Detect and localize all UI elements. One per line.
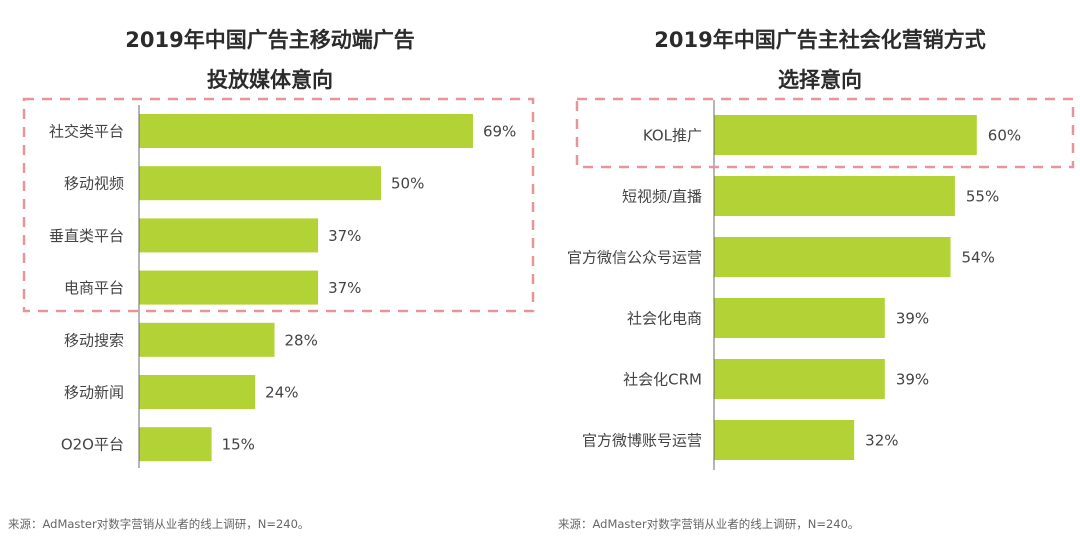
- right-bar: [714, 237, 951, 277]
- right-value-label: 39%: [896, 310, 929, 328]
- right-category-label: 社会化电商: [627, 310, 702, 328]
- right-value-label: 54%: [962, 249, 995, 267]
- left-value-label: 15%: [222, 436, 255, 454]
- left-category-label: 移动新闻: [64, 384, 124, 402]
- right-bar: [714, 420, 855, 460]
- right-bar: [714, 176, 955, 216]
- left-category-label: 电商平台: [64, 279, 124, 297]
- right-category-label: KOL推广: [643, 127, 702, 145]
- left-value-label: 50%: [391, 175, 424, 193]
- left-source-note: 来源：AdMaster对数字营销从业者的线上调研，N=240。: [8, 517, 310, 531]
- left-bar: [139, 218, 319, 253]
- right-category-label: 短视频/直播: [622, 188, 702, 206]
- left-chart-title-line-2: 投放媒体意向: [207, 68, 333, 92]
- right-category-label: 官方微博账号运营: [582, 432, 702, 450]
- right-bar: [714, 115, 977, 155]
- left-bar: [139, 427, 212, 462]
- left-value-label: 69%: [483, 123, 516, 141]
- right-highlight-box: [575, 97, 1075, 169]
- left-category-label: 社交类平台: [49, 123, 124, 141]
- left-bar: [139, 375, 256, 409]
- left-category-label: 垂直类平台: [49, 227, 124, 245]
- right-chart-title-line-1: 2019年中国广告主社会化营销方式: [654, 28, 986, 52]
- left-bar: [139, 322, 275, 357]
- left-category-label: 移动搜索: [64, 331, 124, 349]
- left-bar: [139, 114, 473, 148]
- right-bar: [714, 298, 885, 338]
- right-bar-chart: KOL推广 60% 短视频/直播 55% 官方微信公众号运营 54% 社会化电商 39% 社会化…: [567, 97, 1075, 470]
- right-category-label: 社会化CRM: [623, 371, 702, 389]
- right-value-label: 39%: [896, 371, 929, 389]
- left-chart-title-line-1: 2019年中国广告主移动端广告: [125, 28, 415, 52]
- right-category-label: 官方微信公众号运营: [567, 249, 702, 267]
- left-category-label: 移动视频: [64, 175, 124, 193]
- right-source-note: 来源：AdMaster对数字营销从业者的线上调研，N=240。: [558, 517, 860, 531]
- left-bar-chart: 社交类平台 69% 移动视频 50% 垂直类平台 37% 电商平台 37% 移动搜索 28% 移动新…: [22, 97, 535, 468]
- right-value-label: 55%: [966, 188, 999, 206]
- left-value-label: 37%: [328, 279, 361, 297]
- left-value-label: 28%: [285, 331, 318, 349]
- right-value-label: 60%: [988, 127, 1021, 145]
- left-bar: [139, 166, 381, 201]
- left-value-label: 24%: [265, 384, 298, 402]
- left-chart-title: 2019年中国广告主移动端广告 投放媒体意向: [60, 20, 480, 100]
- right-bar: [714, 359, 885, 399]
- right-value-label: 32%: [865, 432, 898, 450]
- right-chart-title-line-2: 选择意向: [778, 68, 862, 92]
- left-category-label: O2O平台: [61, 436, 124, 454]
- left-bar: [139, 270, 319, 305]
- right-chart-title: 2019年中国广告主社会化营销方式 选择意向: [600, 20, 1040, 100]
- left-value-label: 37%: [328, 227, 361, 245]
- left-highlight-box: [22, 97, 535, 313]
